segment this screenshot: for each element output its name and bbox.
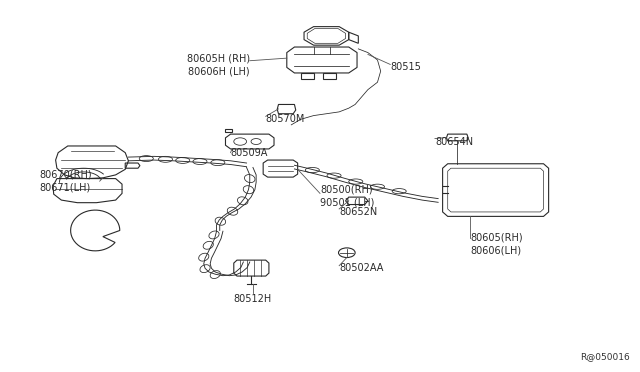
Text: R@050016: R@050016 <box>580 352 630 361</box>
Text: 80654N: 80654N <box>435 137 473 147</box>
Text: 80515: 80515 <box>390 62 421 73</box>
Text: 80605(RH): 80605(RH) <box>470 233 523 243</box>
Text: 90501 (LH): 90501 (LH) <box>320 198 374 208</box>
Text: 80509A: 80509A <box>230 148 268 158</box>
Text: 80570M: 80570M <box>266 114 305 124</box>
Text: 80652N: 80652N <box>339 207 378 217</box>
Text: 80500(RH): 80500(RH) <box>320 185 372 195</box>
Text: 80606H (LH): 80606H (LH) <box>188 66 250 76</box>
Text: 80670(RH): 80670(RH) <box>39 170 92 180</box>
Text: 80605H (RH): 80605H (RH) <box>187 53 250 63</box>
Text: 80671(LH): 80671(LH) <box>39 183 90 193</box>
Text: 80502AA: 80502AA <box>339 263 383 273</box>
Text: 80606(LH): 80606(LH) <box>470 246 521 256</box>
Text: 80512H: 80512H <box>234 294 272 304</box>
